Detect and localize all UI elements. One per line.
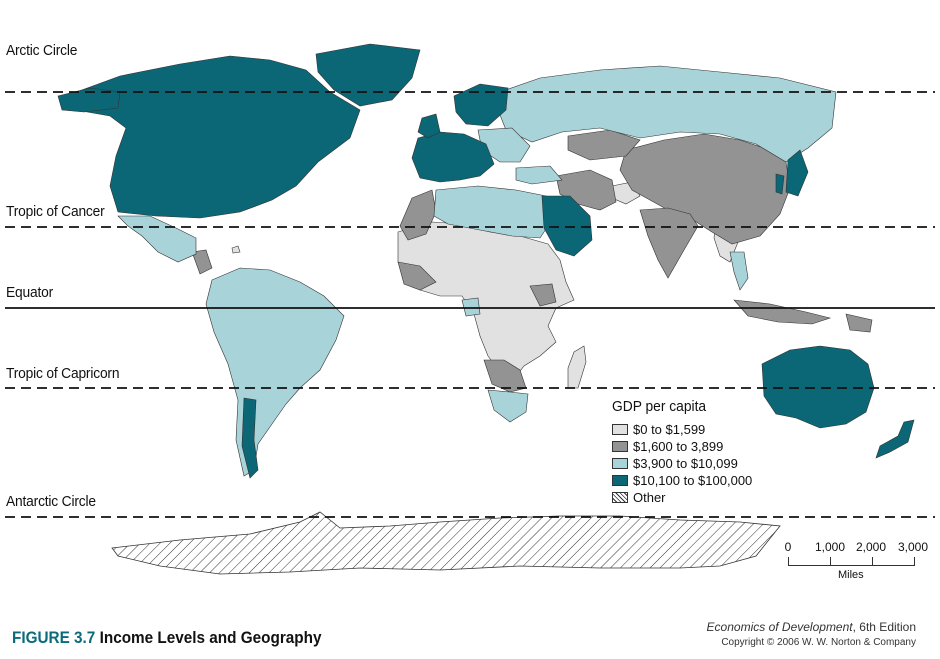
scale-tick-label: 2,000: [855, 540, 887, 554]
alaska-arc: [57, 87, 121, 113]
scandinavia: [453, 83, 509, 127]
scale-tick-label: 3,000: [897, 540, 929, 554]
credit-edition: , 6th Edition: [852, 620, 916, 634]
credit-copyright: Copyright © 2006 W. W. Norton & Company: [721, 637, 916, 648]
indonesia: [733, 299, 832, 325]
legend-label: $3,900 to $10,099: [633, 456, 738, 471]
china: [619, 133, 791, 245]
japan: [785, 149, 809, 197]
southern-africa: [487, 389, 529, 423]
gabon-region: [461, 297, 481, 317]
legend-item: $3,900 to $10,099: [612, 455, 752, 472]
legend-swatch: [612, 458, 628, 469]
scale-tick-label: 0: [784, 540, 792, 554]
russia: [497, 65, 837, 163]
new-zealand: [875, 419, 915, 459]
uk-ireland: [417, 113, 441, 139]
madagascar: [567, 345, 587, 389]
figure-caption: FIGURE 3.7 Income Levels and Geography: [12, 628, 322, 648]
legend-swatch: [612, 475, 628, 486]
equator-label: Equator: [6, 284, 54, 301]
legend-label: $10,100 to $100,000: [633, 473, 753, 488]
legend-item: $1,600 to 3,899: [612, 438, 752, 455]
scale-tick-label: 1,000: [814, 540, 846, 554]
central-america-mid: [191, 249, 213, 275]
saudi-arabia: [541, 195, 593, 257]
legend-label: $1,600 to 3,899: [633, 439, 724, 454]
haiti: [231, 245, 241, 254]
scale-unit: Miles: [838, 569, 864, 581]
antarctic-circle-label: Antarctic Circle: [6, 493, 96, 510]
credit-book: Economics of Development: [706, 620, 853, 634]
arctic-circle-label: Arctic Circle: [6, 42, 78, 59]
legend-label: Other: [633, 490, 666, 505]
legend-title: GDP per capita: [612, 398, 707, 415]
scale-line: [788, 557, 915, 566]
region-high-income: [57, 43, 915, 479]
legend-item: $0 to $1,599: [612, 421, 752, 438]
scale-tick: [830, 557, 831, 565]
india: [639, 207, 699, 279]
legend-item: Other: [612, 489, 752, 506]
png: [845, 313, 873, 333]
north-africa: [433, 185, 553, 239]
legend-swatch: [612, 441, 628, 452]
thailand-malaysia: [729, 251, 749, 291]
east-africa-mid: [529, 283, 557, 307]
figure-title: Income Levels and Geography: [99, 628, 322, 647]
legend-swatch-hatch: [612, 492, 628, 503]
west-africa-mid: [397, 261, 437, 291]
credits: Economics of Development, 6th Edition Co…: [707, 620, 916, 648]
legend-swatch: [612, 424, 628, 435]
south-america: [205, 267, 345, 477]
mexico: [117, 215, 197, 263]
antarctica: [111, 511, 781, 575]
legend-label: $0 to $1,599: [633, 422, 706, 437]
legend-item: $10,100 to $100,000: [612, 472, 752, 489]
tropic-of-capricorn-label: Tropic of Capricorn: [6, 365, 120, 382]
greenland: [315, 43, 421, 107]
figure-number: FIGURE 3.7: [12, 628, 96, 647]
tropic-of-cancer-label: Tropic of Cancer: [6, 203, 105, 220]
australia: [761, 345, 875, 429]
scale-tick: [872, 557, 873, 565]
korea-taiwan: [775, 173, 785, 195]
credit-book-line: Economics of Development, 6th Edition: [707, 620, 916, 634]
scale-bar: 0 1,000 2,000 3,000 Miles: [782, 540, 928, 590]
turkey: [515, 165, 563, 185]
chile-argentina-south: [241, 397, 259, 479]
western-europe: [411, 131, 495, 183]
north-america: [59, 55, 361, 219]
legend: GDP per capita $0 to $1,599 $1,600 to 3,…: [612, 398, 752, 506]
